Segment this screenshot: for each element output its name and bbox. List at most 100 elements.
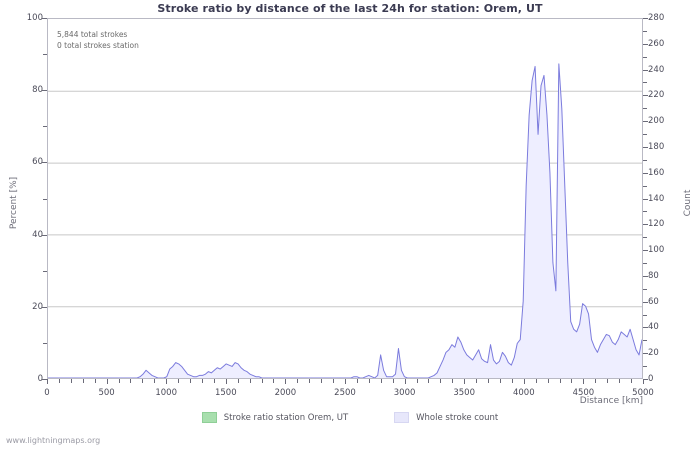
y-tick-mark-left: [42, 90, 47, 92]
x-tick-mark: [154, 379, 156, 383]
chart-plot-svg: [48, 63, 642, 378]
chart-annotations: 5,844 total strokes 0 total strokes stat…: [57, 29, 139, 51]
footer-watermark: www.lightningmaps.org: [6, 436, 101, 445]
chart-legend: Stroke ratio station Orem, UT Whole stro…: [0, 412, 700, 423]
legend-label-whole-stroke-count: Whole stroke count: [416, 412, 499, 423]
y-tick-mark-right: [643, 340, 647, 342]
y-tick-mark-left: [43, 342, 47, 344]
y-tick-mark-right: [643, 301, 648, 303]
x-tick-mark: [452, 379, 454, 383]
y-tick-mark-right: [643, 134, 647, 136]
y-tick-label-right-140: 140: [648, 193, 665, 204]
x-tick-mark: [285, 379, 287, 384]
x-tick-mark: [511, 379, 513, 383]
x-tick-mark: [643, 379, 644, 384]
y-tick-label-right-260: 260: [648, 38, 665, 49]
y-tick-mark-right: [643, 108, 647, 110]
y-tick-mark-right: [643, 262, 647, 264]
x-tick-label-5000: 5000: [632, 388, 654, 398]
y-tick-mark-right: [643, 327, 648, 329]
y-tick-mark-right: [643, 211, 647, 213]
y-tick-mark-right: [643, 353, 648, 355]
y-tick-mark-right: [643, 288, 647, 290]
y-tick-label-left-60: 60: [32, 157, 43, 168]
x-tick-mark: [237, 379, 239, 383]
x-tick-mark: [213, 379, 215, 383]
x-tick-mark: [261, 379, 263, 383]
y-tick-label-left-20: 20: [32, 301, 43, 312]
x-tick-mark: [499, 379, 501, 383]
x-tick-mark: [368, 379, 370, 383]
annotation-total-strokes-station: 0 total strokes station: [57, 41, 139, 50]
x-tick-mark: [118, 379, 120, 383]
x-tick-mark: [178, 379, 180, 383]
x-axis-title: Distance [km]: [579, 396, 643, 406]
y-tick-mark-left: [43, 126, 47, 128]
y-tick-label-left-40: 40: [32, 229, 43, 240]
y-tick-mark-right: [643, 237, 647, 239]
y-tick-mark-right: [643, 198, 648, 200]
left-axis: 0 20 40 60 80 100: [0, 13, 47, 384]
legend-swatch-stroke-ratio: [201, 412, 217, 423]
x-tick-mark: [464, 379, 466, 384]
x-tick-label-1000: 1000: [155, 388, 178, 398]
y-tick-mark-left: [42, 162, 47, 164]
x-tick-mark: [333, 379, 335, 383]
x-tick-mark: [488, 379, 490, 383]
x-tick-mark: [583, 379, 585, 384]
y-tick-mark-right: [643, 146, 648, 148]
x-tick-mark: [523, 379, 525, 384]
x-tick-label-3500: 3500: [453, 388, 476, 398]
y-tick-mark-left: [42, 18, 47, 19]
y-tick-mark-left: [43, 270, 47, 272]
count-area-series: [48, 63, 642, 378]
y-tick-label-right-60: 60: [648, 296, 659, 307]
right-axis: 0 20 40 60 80 100 120 140 160 180 200 220 240 260 280: [643, 13, 700, 384]
x-tick-mark: [142, 379, 144, 383]
x-tick-mark: [166, 379, 168, 384]
x-tick-label-1500: 1500: [214, 388, 237, 398]
y-tick-mark-right: [643, 18, 648, 19]
x-tick-mark: [428, 379, 430, 383]
legend-label-stroke-ratio: Stroke ratio station Orem, UT: [223, 412, 349, 423]
x-tick-label-3000: 3000: [393, 388, 416, 398]
y-tick-mark-right: [643, 275, 648, 277]
y-tick-mark-right: [643, 314, 647, 316]
y-tick-label-right-180: 180: [648, 141, 665, 152]
legend-swatch-whole-stroke-count: [394, 412, 410, 423]
x-axis: 0 500 1000 1500 2000 2500 3000 3500 4000 4500 5000: [0, 379, 700, 398]
x-tick-label-2500: 2500: [334, 388, 356, 398]
y-tick-mark-right: [643, 224, 648, 226]
x-tick-mark: [82, 379, 84, 383]
x-tick-label-4000: 4000: [512, 388, 535, 398]
x-tick-mark: [476, 379, 478, 383]
legend-item-stroke-ratio: Stroke ratio station Orem, UT: [201, 412, 349, 423]
x-tick-label-4500: 4500: [572, 388, 595, 398]
x-tick-mark: [297, 379, 299, 383]
annotation-total-strokes: 5,844 total strokes: [57, 30, 128, 39]
x-tick-mark: [345, 379, 346, 384]
x-tick-label-500: 500: [98, 388, 115, 398]
x-tick-label-0: 0: [44, 388, 50, 398]
x-tick-mark: [535, 379, 537, 383]
x-tick-mark: [47, 379, 48, 384]
x-tick-mark: [392, 379, 394, 383]
x-tick-mark: [309, 379, 311, 383]
chart-title: Stroke ratio by distance of the last 24h…: [157, 2, 543, 15]
x-tick-mark: [380, 379, 382, 383]
y-tick-label-right-0: 0: [648, 374, 654, 384]
plot-area: [47, 18, 643, 379]
y-tick-label-left-80: 80: [32, 85, 43, 96]
y-tick-mark-right: [643, 95, 648, 97]
x-tick-mark: [94, 379, 96, 383]
x-tick-mark: [571, 379, 573, 383]
y-tick-label-right-160: 160: [648, 167, 665, 178]
y-tick-label-right-80: 80: [648, 270, 659, 281]
y-tick-mark-right: [643, 121, 648, 123]
x-tick-mark: [70, 379, 72, 383]
y-tick-mark-right: [643, 30, 647, 32]
y-tick-mark-right: [643, 366, 647, 368]
x-tick-mark: [273, 379, 275, 383]
y-tick-label-right-220: 220: [648, 90, 665, 101]
